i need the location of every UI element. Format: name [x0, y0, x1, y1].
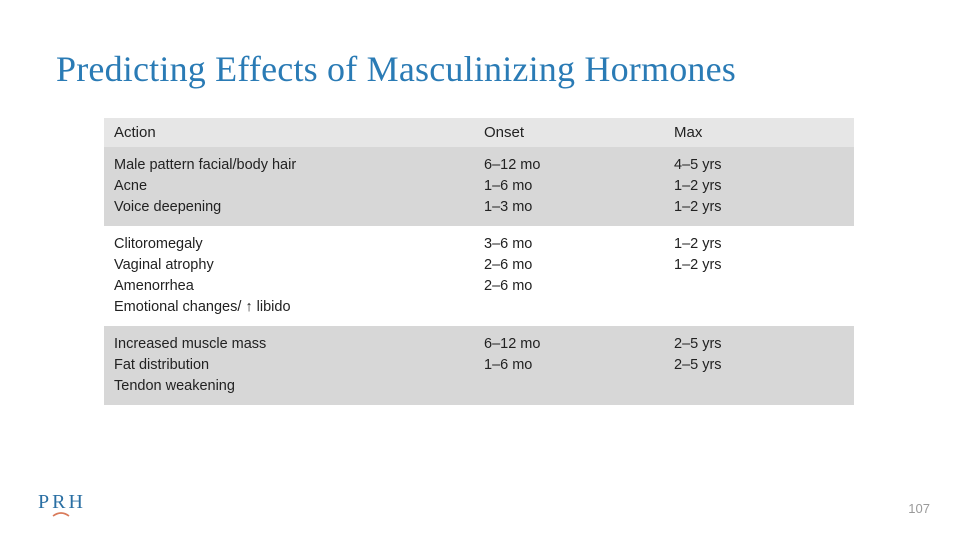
cell-line: 6–12 mo	[484, 334, 654, 355]
cell-line: 1–2 yrs	[674, 176, 844, 197]
effects-table: Action Onset Max Male pattern facial/bod…	[104, 118, 854, 405]
col-header-onset: Onset	[474, 118, 664, 147]
cell-line: Acne	[114, 176, 464, 197]
slide: Predicting Effects of Masculinizing Horm…	[0, 0, 960, 540]
cell-line: 3–6 mo	[484, 234, 654, 255]
cell-action: Increased muscle massFat distributionTen…	[104, 326, 474, 405]
cell-line: 2–5 yrs	[674, 334, 844, 355]
cell-max: 1–2 yrs1–2 yrs	[664, 226, 854, 326]
table-body: Male pattern facial/body hairAcneVoice d…	[104, 147, 854, 405]
cell-line: Amenorrhea	[114, 276, 464, 297]
table-row: Male pattern facial/body hairAcneVoice d…	[104, 147, 854, 226]
page-number: 107	[908, 501, 930, 516]
cell-action: ClitoromegalyVaginal atrophyAmenorrheaEm…	[104, 226, 474, 326]
cell-line: 1–6 mo	[484, 176, 654, 197]
cell-line: Increased muscle mass	[114, 334, 464, 355]
col-header-max: Max	[664, 118, 854, 147]
cell-max: 4–5 yrs1–2 yrs1–2 yrs	[664, 147, 854, 226]
cell-onset: 3–6 mo2–6 mo2–6 mo	[474, 226, 664, 326]
cell-line: 6–12 mo	[484, 155, 654, 176]
cell-line: Vaginal atrophy	[114, 255, 464, 276]
table-header-row: Action Onset Max	[104, 118, 854, 147]
page-title: Predicting Effects of Masculinizing Horm…	[56, 48, 904, 90]
col-header-action: Action	[104, 118, 474, 147]
cell-line: 2–6 mo	[484, 276, 654, 297]
cell-onset: 6–12 mo1–6 mo	[474, 326, 664, 405]
table-row: Increased muscle massFat distributionTen…	[104, 326, 854, 405]
swash-path	[53, 513, 69, 516]
cell-line: 4–5 yrs	[674, 155, 844, 176]
cell-action: Male pattern facial/body hairAcneVoice d…	[104, 147, 474, 226]
cell-line: Clitoromegaly	[114, 234, 464, 255]
cell-line: 2–5 yrs	[674, 355, 844, 376]
cell-line: 2–6 mo	[484, 255, 654, 276]
cell-line: Male pattern facial/body hair	[114, 155, 464, 176]
cell-line: 1–3 mo	[484, 197, 654, 218]
cell-line: Fat distribution	[114, 355, 464, 376]
cell-onset: 6–12 mo1–6 mo1–3 mo	[474, 147, 664, 226]
prh-logo: PRH	[38, 491, 86, 518]
cell-line: 1–2 yrs	[674, 255, 844, 276]
cell-line: 1–2 yrs	[674, 234, 844, 255]
cell-line: Emotional changes/ ↑ libido	[114, 297, 464, 318]
prh-logo-text: PRH	[38, 491, 86, 513]
cell-line: 1–6 mo	[484, 355, 654, 376]
table-row: ClitoromegalyVaginal atrophyAmenorrheaEm…	[104, 226, 854, 326]
cell-max: 2–5 yrs2–5 yrs	[664, 326, 854, 405]
cell-line: Voice deepening	[114, 197, 464, 218]
cell-line: 1–2 yrs	[674, 197, 844, 218]
cell-line: Tendon weakening	[114, 376, 464, 397]
